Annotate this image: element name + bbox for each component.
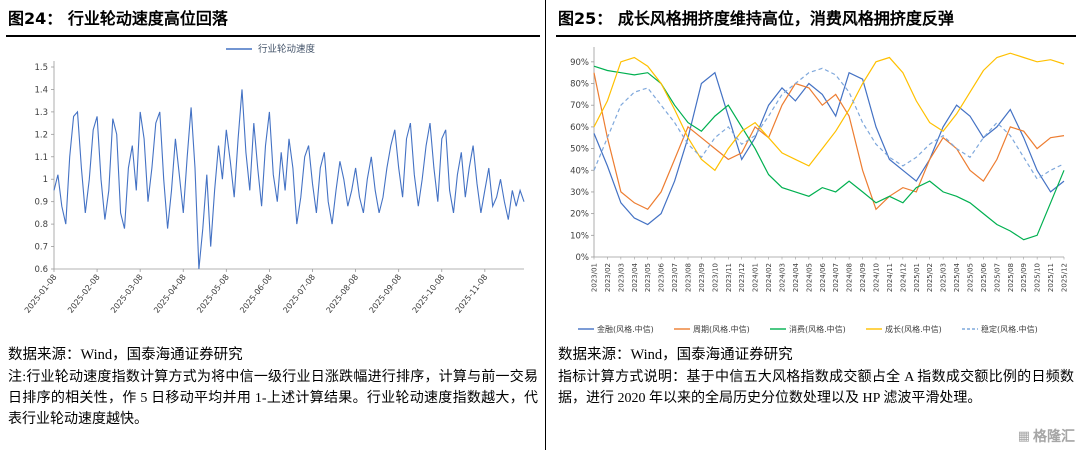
- svg-text:2023/09: 2023/09: [698, 263, 706, 292]
- svg-text:2025/01: 2025/01: [913, 263, 921, 292]
- svg-text:0%: 0%: [576, 253, 590, 263]
- svg-text:2025-04-08: 2025-04-08: [152, 273, 188, 315]
- svg-text:2024/09: 2024/09: [859, 263, 867, 292]
- svg-text:2024/07: 2024/07: [832, 263, 840, 292]
- svg-text:1.3: 1.3: [34, 108, 48, 118]
- svg-text:2025-06-08: 2025-06-08: [238, 273, 274, 315]
- svg-text:2023/02: 2023/02: [604, 263, 612, 292]
- svg-text:2023/03: 2023/03: [617, 263, 625, 292]
- svg-text:2025-05-08: 2025-05-08: [195, 273, 231, 315]
- gelonghui-logo-icon: ▦: [1017, 428, 1030, 444]
- column-divider: [545, 0, 546, 450]
- svg-text:2025-03-08: 2025-03-08: [109, 273, 145, 315]
- svg-text:2025-01-08: 2025-01-08: [23, 273, 59, 315]
- svg-text:0.6: 0.6: [34, 265, 48, 275]
- chart-24-canvas: 0.6 0.7 0.8 0.9 1 1.1 1.2 1.3 1.4 1.5 2025-01-08 20…: [6, 37, 540, 339]
- svg-text:2025-08-08: 2025-08-08: [324, 273, 360, 315]
- svg-text:2023/04: 2023/04: [631, 263, 639, 293]
- svg-text:0.7: 0.7: [34, 243, 48, 253]
- svg-text:2023/05: 2023/05: [644, 263, 652, 292]
- svg-text:2025/09: 2025/09: [1020, 263, 1028, 292]
- svg-text:2023/10: 2023/10: [711, 263, 719, 292]
- svg-text:80%: 80%: [570, 80, 589, 90]
- gelonghui-logo-text: 格隆汇: [1033, 429, 1075, 445]
- svg-text:成长(风格.中信): 成长(风格.中信): [885, 324, 942, 334]
- svg-text:2025/08: 2025/08: [1007, 263, 1015, 292]
- svg-text:50%: 50%: [570, 145, 589, 155]
- svg-text:2025/06: 2025/06: [980, 263, 988, 293]
- svg-text:1.5: 1.5: [34, 63, 48, 73]
- svg-text:稳定(风格.中信): 稳定(风格.中信): [981, 324, 1038, 334]
- figure-25-title: 图25： 成长风格拥挤度维持高位，消费风格拥挤度反弹: [556, 0, 1076, 38]
- gelonghui-watermark: ▦ 格隆汇: [1018, 426, 1075, 446]
- svg-text:70%: 70%: [570, 101, 589, 111]
- svg-text:2024/08: 2024/08: [846, 263, 854, 292]
- svg-text:2025-09-08: 2025-09-08: [368, 273, 404, 315]
- svg-text:0.8: 0.8: [34, 220, 48, 230]
- svg-text:2025/04: 2025/04: [953, 263, 961, 293]
- chart-25-canvas: 0% 10% 20% 30% 40% 50% 60% 70% 80% 90% 2023/01 2023…: [556, 37, 1076, 339]
- svg-text:2023/12: 2023/12: [738, 263, 746, 292]
- chart-25: 0% 10% 20% 30% 40% 50% 60% 70% 80% 90% 2023/01 2023…: [570, 47, 1069, 334]
- figure-24-note: 注:行业轮动速度指数计算方式为将中信一级行业日涨跌幅进行排序，计算与前一交易日排…: [8, 370, 538, 428]
- svg-text:1.2: 1.2: [34, 131, 48, 141]
- figure-25-panel: 图25： 成长风格拥挤度维持高位，消费风格拥挤度反弹 0% 10% 20% 30% 40…: [556, 0, 1076, 409]
- svg-text:消费(风格.中信): 消费(风格.中信): [789, 324, 846, 334]
- svg-text:60%: 60%: [570, 123, 589, 133]
- svg-text:2024/11: 2024/11: [886, 263, 894, 292]
- svg-text:2024/01: 2024/01: [752, 263, 760, 292]
- svg-text:2023/08: 2023/08: [685, 263, 693, 292]
- svg-text:90%: 90%: [570, 58, 589, 68]
- svg-text:2025-11-08: 2025-11-08: [454, 273, 490, 315]
- svg-text:2024/10: 2024/10: [873, 263, 881, 292]
- svg-text:2023/11: 2023/11: [725, 263, 733, 292]
- svg-text:20%: 20%: [570, 210, 589, 220]
- svg-text:2024/05: 2024/05: [805, 263, 813, 292]
- svg-text:2023/06: 2023/06: [658, 263, 666, 293]
- svg-text:10%: 10%: [570, 232, 589, 242]
- figure-25-source: 数据来源：Wind，国泰海通证券研究: [558, 347, 793, 364]
- svg-text:2024/02: 2024/02: [765, 263, 773, 292]
- svg-text:2024/06: 2024/06: [819, 263, 827, 293]
- svg-text:1.1: 1.1: [34, 153, 48, 163]
- svg-text:2025/02: 2025/02: [926, 263, 934, 292]
- svg-text:2024/04: 2024/04: [792, 263, 800, 293]
- svg-text:2023/07: 2023/07: [671, 263, 679, 292]
- figure-25-note: 指标计算方式说明：基于中信五大风格指数成交额占全 A 指数成交额比例的日频数据，…: [558, 370, 1074, 407]
- svg-text:金融(风格.中信): 金融(风格.中信): [597, 324, 654, 334]
- svg-text:周期(风格.中信): 周期(风格.中信): [693, 324, 750, 334]
- svg-text:2025/12: 2025/12: [1061, 263, 1069, 292]
- svg-text:0.9: 0.9: [34, 198, 48, 208]
- svg-text:2025-07-08: 2025-07-08: [281, 273, 317, 315]
- svg-text:2025/11: 2025/11: [1047, 263, 1055, 292]
- svg-text:行业轮动速度: 行业轮动速度: [258, 43, 316, 55]
- figure-24-source: 数据来源：Wind，国泰海通证券研究: [8, 347, 243, 364]
- svg-text:2025/05: 2025/05: [967, 263, 975, 292]
- svg-text:2023/01: 2023/01: [591, 263, 599, 292]
- figure-24-title: 图24： 行业轮动速度高位回落: [6, 0, 540, 38]
- svg-text:2024/03: 2024/03: [779, 263, 787, 292]
- svg-text:2025/07: 2025/07: [993, 263, 1001, 292]
- svg-text:1: 1: [43, 175, 48, 185]
- svg-text:30%: 30%: [570, 188, 589, 198]
- svg-text:40%: 40%: [570, 166, 589, 176]
- svg-text:2024/12: 2024/12: [899, 263, 907, 292]
- svg-text:2025/10: 2025/10: [1034, 263, 1042, 292]
- svg-text:1.4: 1.4: [34, 86, 48, 96]
- svg-text:2025-02-08: 2025-02-08: [66, 273, 102, 315]
- figure-24-panel: 图24： 行业轮动速度高位回落 0.6 0.7 0.8 0.9 1 1.1 1.2 1.3 1.…: [6, 0, 540, 430]
- svg-text:2025/03: 2025/03: [940, 263, 948, 292]
- svg-text:2025-10-08: 2025-10-08: [411, 273, 447, 315]
